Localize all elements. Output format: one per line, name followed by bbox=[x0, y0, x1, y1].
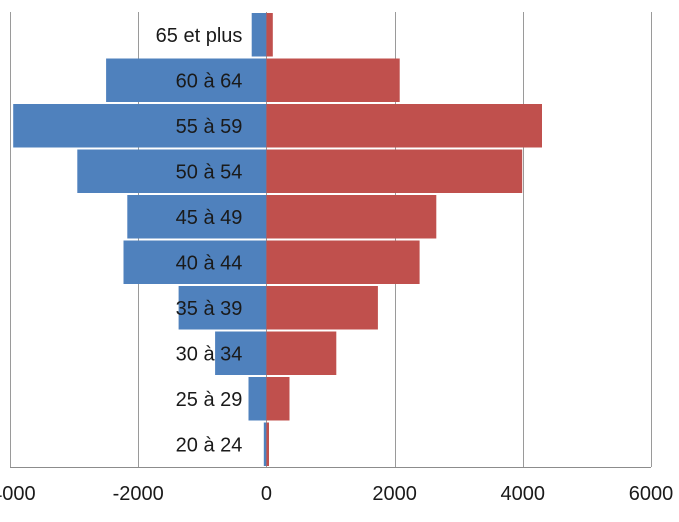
category-labels: 65 et plus 60 à 64 55 à 59 50 à 54 45 à 49 40… bbox=[156, 25, 243, 456]
left-series-bars bbox=[13, 13, 267, 466]
category-label: 55 à 59 bbox=[176, 116, 243, 138]
category-label: 65 et plus bbox=[156, 25, 243, 47]
bar-left-2 bbox=[13, 104, 267, 148]
bar-left-1 bbox=[106, 58, 267, 102]
bar-right-1 bbox=[266, 58, 400, 102]
bar-right-4 bbox=[266, 195, 437, 239]
bar-right-0 bbox=[266, 13, 273, 57]
x-tick-label: 6000 bbox=[629, 483, 674, 505]
x-tick-label: 4000 bbox=[501, 483, 546, 505]
bar-right-7 bbox=[266, 331, 337, 375]
bar-left-3 bbox=[77, 149, 267, 193]
category-label: 50 à 54 bbox=[176, 161, 243, 183]
category-label: 30 à 34 bbox=[176, 343, 243, 365]
bar-right-6 bbox=[266, 286, 378, 330]
x-tick-label: -4000 bbox=[0, 483, 36, 505]
category-label: 45 à 49 bbox=[176, 207, 243, 229]
category-label: 35 à 39 bbox=[176, 298, 243, 320]
bar-right-5 bbox=[266, 240, 420, 284]
x-axis-tick-labels: -4000 -2000 0 2000 4000 6000 bbox=[0, 483, 673, 505]
right-series-bars bbox=[266, 13, 542, 466]
category-label: 40 à 44 bbox=[176, 252, 243, 274]
bar-right-9 bbox=[266, 422, 269, 466]
bar-left-4 bbox=[127, 195, 267, 239]
category-label: 25 à 29 bbox=[176, 389, 243, 411]
bar-left-9 bbox=[263, 422, 267, 466]
bar-left-5 bbox=[123, 240, 267, 284]
bar-right-8 bbox=[266, 377, 290, 421]
x-tick-label: 0 bbox=[261, 483, 272, 505]
bar-left-0 bbox=[251, 13, 267, 57]
category-label: 20 à 24 bbox=[176, 434, 243, 456]
category-label: 60 à 64 bbox=[176, 70, 243, 92]
bar-right-2 bbox=[266, 104, 542, 148]
bar-left-6 bbox=[178, 286, 267, 330]
bar-left-7 bbox=[215, 331, 267, 375]
bar-right-3 bbox=[266, 149, 523, 193]
x-tick-label: 2000 bbox=[372, 483, 417, 505]
bar-left-8 bbox=[248, 377, 267, 421]
x-tick-label: -2000 bbox=[113, 483, 164, 505]
